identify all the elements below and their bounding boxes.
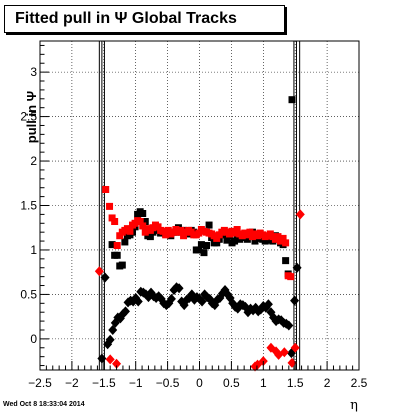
diamond-marker — [133, 296, 143, 307]
square-marker — [213, 239, 221, 247]
square-marker — [213, 234, 221, 242]
square-marker — [243, 235, 251, 243]
x-tick-label: −2.5 — [28, 376, 52, 390]
square-marker — [288, 96, 296, 104]
square-marker — [223, 236, 231, 244]
square-marker — [139, 210, 147, 218]
square-marker — [231, 229, 239, 237]
square-marker — [113, 242, 121, 250]
diamond-marker — [284, 320, 294, 331]
diamond-marker — [94, 266, 104, 277]
square-marker — [274, 233, 282, 241]
y-tick-label: 0 — [30, 332, 37, 346]
square-marker — [162, 231, 170, 239]
diamond-marker — [248, 305, 258, 316]
y-tick-label: 2.5 — [20, 110, 37, 124]
square-marker — [205, 221, 213, 229]
title-box: Fitted pull in Ψ Global Tracks — [4, 5, 285, 33]
square-marker — [106, 202, 114, 210]
diamond-marker — [97, 353, 107, 364]
y-axis-label: pull in Ψ — [24, 91, 39, 143]
square-marker — [116, 232, 124, 240]
square-marker — [118, 261, 126, 269]
timestamp: Wed Oct 8 18:33:04 2014 — [3, 401, 85, 408]
chart-title: Fitted pull in Ψ Global Tracks — [15, 10, 237, 27]
square-marker — [279, 234, 287, 242]
y-tick-label: 3 — [30, 65, 37, 79]
square-marker — [195, 229, 203, 237]
diamond-marker — [251, 302, 261, 313]
x-tick-label: 0.5 — [223, 376, 240, 390]
square-marker — [233, 226, 241, 234]
y-tick-label: 1.5 — [20, 199, 37, 213]
x-tick-label: 2 — [324, 376, 331, 390]
diamond-marker — [166, 293, 176, 304]
y-tick-label: 0.5 — [20, 287, 37, 301]
square-marker — [146, 233, 154, 241]
square-marker — [246, 228, 254, 236]
diamond-marker — [263, 299, 273, 310]
tick-labels: −2.5 −2 −1.5 −1 −0.5 0 0.5 1 1.5 2 2.5 0 0.5 1 1.5 2 2.5… — [20, 65, 367, 390]
square-marker — [180, 232, 188, 240]
square-marker — [159, 227, 167, 235]
x-tick-label: −1 — [129, 376, 143, 390]
square-marker — [113, 251, 121, 259]
axis-ticks — [39, 44, 360, 370]
square-marker — [200, 249, 208, 257]
diamond-marker — [279, 347, 289, 358]
x-tick-label: −2 — [65, 376, 79, 390]
square-marker — [139, 222, 147, 230]
x-tick-label: −1.5 — [92, 376, 116, 390]
diamond-marker — [174, 283, 184, 294]
square-marker — [154, 223, 162, 231]
square-marker — [136, 218, 144, 226]
diamond-marker — [105, 334, 115, 345]
diamond-marker — [292, 262, 302, 273]
square-marker — [141, 228, 149, 236]
square-marker — [282, 239, 290, 247]
y-tick-label: 1 — [30, 243, 37, 257]
diamond-marker — [112, 358, 122, 369]
x-tick-label: 0 — [196, 376, 203, 390]
data-markers — [94, 96, 305, 372]
diamond-marker — [295, 209, 305, 220]
square-marker — [111, 218, 119, 226]
square-marker — [264, 236, 272, 244]
x-tick-label: 1.5 — [287, 376, 304, 390]
diamond-marker — [287, 357, 297, 368]
square-marker — [203, 242, 211, 250]
y-tick-label: 2 — [30, 154, 37, 168]
diamond-marker — [100, 272, 110, 283]
square-marker — [197, 241, 205, 249]
square-marker — [164, 226, 172, 234]
square-marker — [108, 214, 116, 222]
square-marker — [141, 218, 149, 226]
square-marker — [287, 273, 295, 281]
square-marker — [231, 237, 239, 245]
square-marker — [177, 226, 185, 234]
diamond-marker — [290, 295, 300, 306]
square-marker — [195, 246, 203, 254]
x-tick-label: −0.5 — [156, 376, 180, 390]
square-marker — [102, 185, 110, 193]
square-marker — [236, 235, 244, 243]
diamond-marker — [120, 306, 130, 317]
square-marker — [126, 227, 134, 235]
diamond-marker — [105, 354, 115, 365]
boundary-lines — [98, 41, 301, 370]
x-tick-label: 2.5 — [351, 376, 368, 390]
x-tick-label: 1 — [260, 376, 267, 390]
square-marker — [108, 241, 116, 249]
diamond-marker — [290, 342, 300, 353]
square-marker — [282, 257, 290, 265]
square-marker — [121, 238, 129, 246]
x-axis-label: η — [350, 398, 358, 413]
